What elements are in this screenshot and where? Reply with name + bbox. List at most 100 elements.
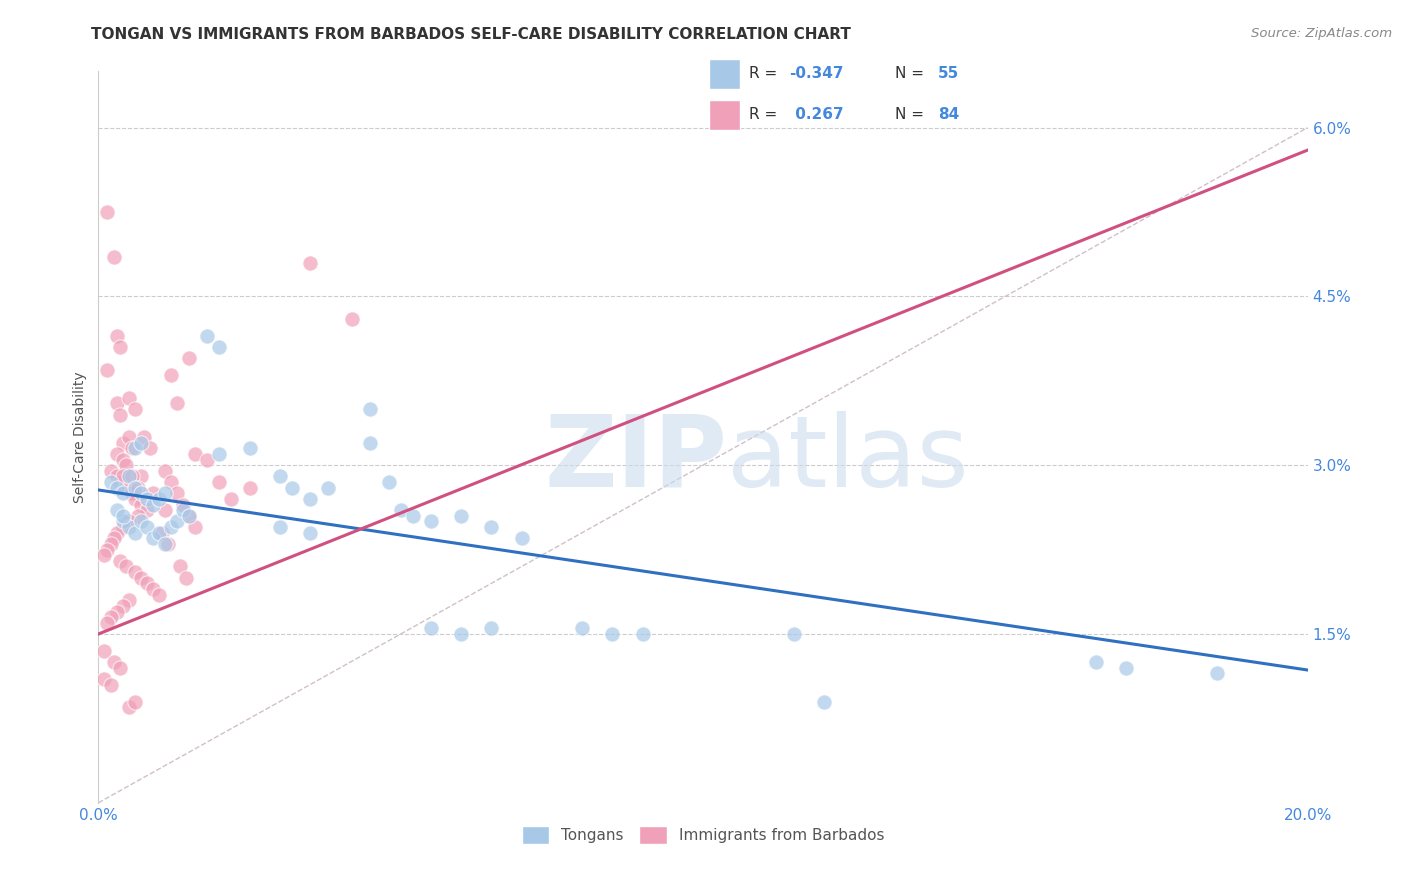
Point	[172, 503, 194, 517]
Point	[118, 593, 141, 607]
Text: 0.267: 0.267	[790, 107, 844, 122]
Point	[114, 458, 136, 473]
Point	[166, 515, 188, 529]
Point	[118, 481, 141, 495]
Point	[148, 525, 170, 540]
Point	[148, 588, 170, 602]
Point	[269, 469, 291, 483]
Point	[111, 435, 134, 450]
Point	[108, 340, 131, 354]
Point	[160, 520, 183, 534]
Point	[127, 481, 149, 495]
Point	[156, 537, 179, 551]
Point	[221, 491, 243, 506]
Point	[360, 435, 382, 450]
Point	[184, 447, 207, 461]
Point	[239, 442, 262, 456]
Point	[174, 571, 197, 585]
Point	[450, 627, 472, 641]
Point	[160, 368, 183, 383]
Point	[124, 694, 146, 708]
Point	[129, 469, 152, 483]
Point	[118, 700, 141, 714]
Point	[602, 627, 624, 641]
Point	[121, 469, 143, 483]
Point	[108, 408, 131, 422]
Point	[142, 498, 165, 512]
Point	[108, 554, 131, 568]
Point	[179, 351, 201, 366]
Point	[316, 481, 339, 495]
Point	[129, 486, 152, 500]
Point	[118, 469, 141, 483]
Point	[124, 565, 146, 579]
Point	[103, 532, 125, 546]
Point	[93, 644, 115, 658]
Point	[96, 362, 118, 376]
Point	[360, 401, 382, 416]
Point	[100, 464, 122, 478]
Point	[121, 486, 143, 500]
Y-axis label: Self-Care Disability: Self-Care Disability	[73, 371, 87, 503]
Text: 55: 55	[938, 66, 959, 81]
Point	[105, 605, 128, 619]
Point	[108, 661, 131, 675]
Point	[96, 542, 118, 557]
Point	[631, 627, 654, 641]
Point	[135, 503, 157, 517]
Point	[135, 520, 157, 534]
Point	[100, 537, 122, 551]
Point	[571, 621, 593, 635]
Point	[105, 328, 128, 343]
Point	[124, 481, 146, 495]
Point	[118, 391, 141, 405]
Point	[96, 615, 118, 630]
Point	[139, 442, 162, 456]
Point	[153, 537, 176, 551]
Point	[111, 469, 134, 483]
Point	[118, 515, 141, 529]
Point	[105, 481, 128, 495]
Point	[103, 250, 125, 264]
Point	[510, 532, 533, 546]
Bar	[709, 100, 740, 130]
Point	[153, 464, 176, 478]
Point	[166, 486, 188, 500]
Point	[420, 621, 443, 635]
Point	[105, 503, 128, 517]
Point	[299, 525, 322, 540]
Point	[93, 672, 115, 686]
Point	[813, 694, 835, 708]
Point	[129, 435, 152, 450]
Point	[450, 508, 472, 523]
Point	[377, 475, 399, 489]
Point	[153, 503, 176, 517]
Point	[111, 515, 134, 529]
Point	[208, 475, 231, 489]
Point	[124, 525, 146, 540]
Point	[105, 525, 128, 540]
Point	[105, 396, 128, 410]
Point	[105, 447, 128, 461]
Point	[127, 508, 149, 523]
Point	[124, 442, 146, 456]
Text: N =: N =	[894, 66, 928, 81]
Point	[129, 498, 152, 512]
Point	[124, 491, 146, 506]
Point	[142, 486, 165, 500]
Point	[132, 430, 155, 444]
Point	[142, 582, 165, 596]
Point	[389, 503, 412, 517]
Point	[96, 205, 118, 219]
Point	[118, 520, 141, 534]
Point	[783, 627, 806, 641]
Point	[114, 559, 136, 574]
Point	[135, 576, 157, 591]
Text: R =: R =	[749, 66, 783, 81]
Point	[208, 447, 231, 461]
Point	[420, 515, 443, 529]
Point	[153, 486, 176, 500]
Point	[100, 678, 122, 692]
Text: ZIP: ZIP	[544, 410, 727, 508]
Point	[269, 520, 291, 534]
